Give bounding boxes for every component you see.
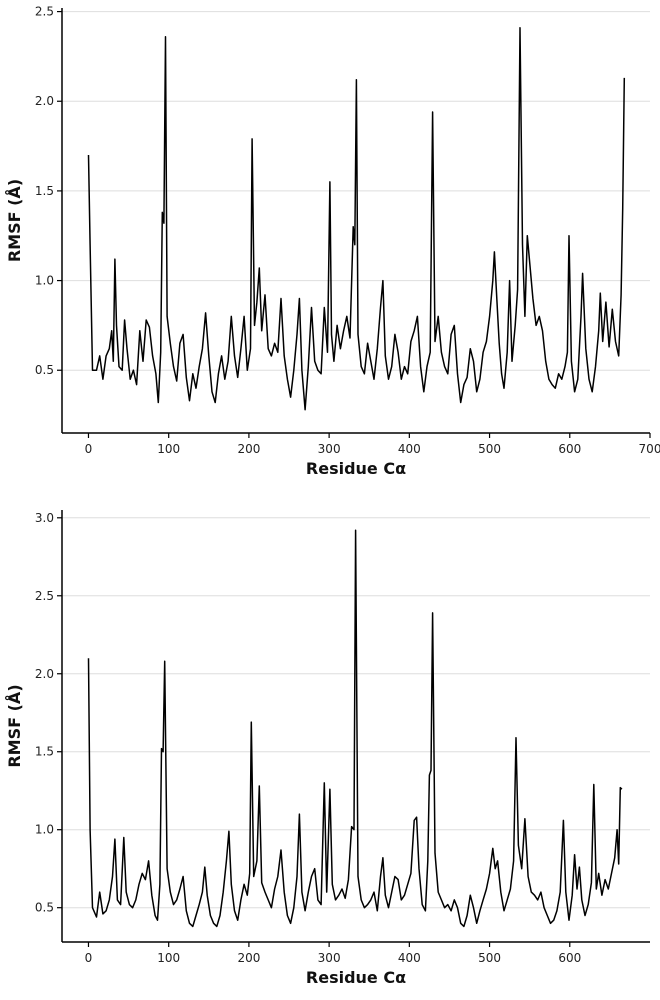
- bottom-x-tick-label: 100: [157, 951, 180, 965]
- top-x-tick-label: 300: [318, 442, 341, 456]
- top-y-tick-label: 0.5: [35, 363, 54, 377]
- top-x-tick-label: 400: [398, 442, 421, 456]
- bottom-x-tick-label: 500: [478, 951, 501, 965]
- bottom-y-tick-label: 0.5: [35, 901, 54, 915]
- top-x-tick-label: 200: [237, 442, 260, 456]
- top-rmsf-series-line: [87, 26, 626, 411]
- top-y-tick-label: 1.0: [35, 274, 54, 288]
- top-x-tick-label: 700: [639, 442, 660, 456]
- bottom-y-tick-label: 1.5: [35, 745, 54, 759]
- top-x-tick-label: 600: [558, 442, 581, 456]
- bottom-x-tick-label: 200: [237, 951, 260, 965]
- bottom-x-tick-label: 0: [85, 951, 93, 965]
- bottom-x-tick-label: 600: [558, 951, 581, 965]
- top-y-tick-label: 2.5: [35, 5, 54, 19]
- bottom-rmsf-series-line: [87, 529, 623, 928]
- top-x-tick-label: 500: [478, 442, 501, 456]
- bottom-x-tick-label: 300: [318, 951, 341, 965]
- bottom-x-tick-label: 400: [398, 951, 421, 965]
- top-chart-y-ticks: 0.5 1.0 1.5 2.0 2.5: [35, 5, 62, 377]
- bottom-chart-series: [87, 529, 623, 928]
- top-x-tick-label: 100: [157, 442, 180, 456]
- top-rmsf-chart: 0 100 200 300 400 500 600 700 0.5 1.0 1.…: [5, 5, 660, 478]
- top-y-tick-label: 1.5: [35, 184, 54, 198]
- bottom-chart-y-ticks: 0.5 1.0 1.5 2.0 2.5 3.0: [35, 511, 62, 915]
- bottom-chart-x-axis-title: Residue Cα: [306, 968, 406, 987]
- top-chart-series: [87, 26, 626, 411]
- bottom-y-tick-label: 3.0: [35, 511, 54, 525]
- top-x-tick-label: 0: [85, 442, 93, 456]
- bottom-y-tick-label: 2.0: [35, 667, 54, 681]
- top-y-tick-label: 2.0: [35, 94, 54, 108]
- bottom-y-tick-label: 1.0: [35, 823, 54, 837]
- top-chart-x-axis-title: Residue Cα: [306, 459, 406, 478]
- bottom-rmsf-chart: 0 100 200 300 400 500 600 0.5 1.0 1.5 2.…: [5, 510, 650, 987]
- bottom-chart-y-axis-title: RMSF (Å): [5, 684, 24, 767]
- bottom-chart-x-ticks: 0 100 200 300 400 500 600: [85, 942, 581, 965]
- bottom-y-tick-label: 2.5: [35, 589, 54, 603]
- top-chart-y-axis-title: RMSF (Å): [5, 179, 24, 262]
- top-chart-x-ticks: 0 100 200 300 400 500 600 700: [85, 433, 660, 456]
